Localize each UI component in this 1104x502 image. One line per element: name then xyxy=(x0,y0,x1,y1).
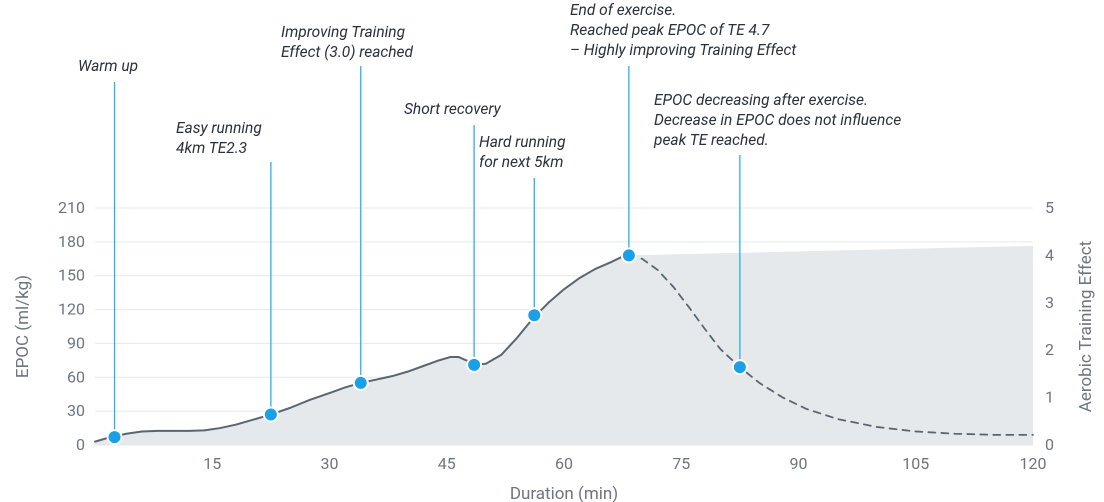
chart-marker xyxy=(733,360,747,374)
y-left-tick-label: 60 xyxy=(67,367,85,386)
x-tick-label: 120 xyxy=(1020,454,1047,473)
y-right-tick-label: 0 xyxy=(1045,435,1054,454)
chart-marker xyxy=(354,376,368,390)
y-left-tick-label: 30 xyxy=(67,401,85,420)
y-right-tick-label: 3 xyxy=(1045,293,1054,312)
x-tick-label: 105 xyxy=(902,454,929,473)
x-axis-label: Duration (min) xyxy=(510,484,618,502)
chart-marker xyxy=(622,248,636,262)
y-left-axis-label: EPOC (ml/kg) xyxy=(13,275,33,378)
y-left-tick-label: 150 xyxy=(58,266,85,285)
y-right-tick-label: 1 xyxy=(1045,388,1054,407)
y-left-tick-label: 210 xyxy=(58,198,85,217)
x-tick-label: 30 xyxy=(321,454,339,473)
x-tick-label: 75 xyxy=(672,454,690,473)
epoc-training-effect-chart: 0306090120150180210012345153045607590105… xyxy=(0,0,1104,502)
y-left-tick-label: 120 xyxy=(58,300,85,319)
y-left-tick-label: 90 xyxy=(67,333,85,352)
chart-marker xyxy=(527,308,541,322)
chart-marker xyxy=(264,408,278,422)
y-left-tick-label: 0 xyxy=(76,435,85,454)
x-tick-label: 90 xyxy=(790,454,808,473)
chart-marker xyxy=(467,358,481,372)
y-right-tick-label: 2 xyxy=(1045,340,1054,359)
y-right-axis-label: Aerobic Training Effect xyxy=(1076,241,1096,412)
x-tick-label: 15 xyxy=(203,454,221,473)
chart-marker xyxy=(108,430,122,444)
y-right-tick-label: 5 xyxy=(1045,198,1054,217)
y-left-tick-label: 180 xyxy=(58,232,85,251)
x-tick-label: 60 xyxy=(555,454,573,473)
y-right-tick-label: 4 xyxy=(1045,245,1054,264)
x-tick-label: 45 xyxy=(438,454,456,473)
